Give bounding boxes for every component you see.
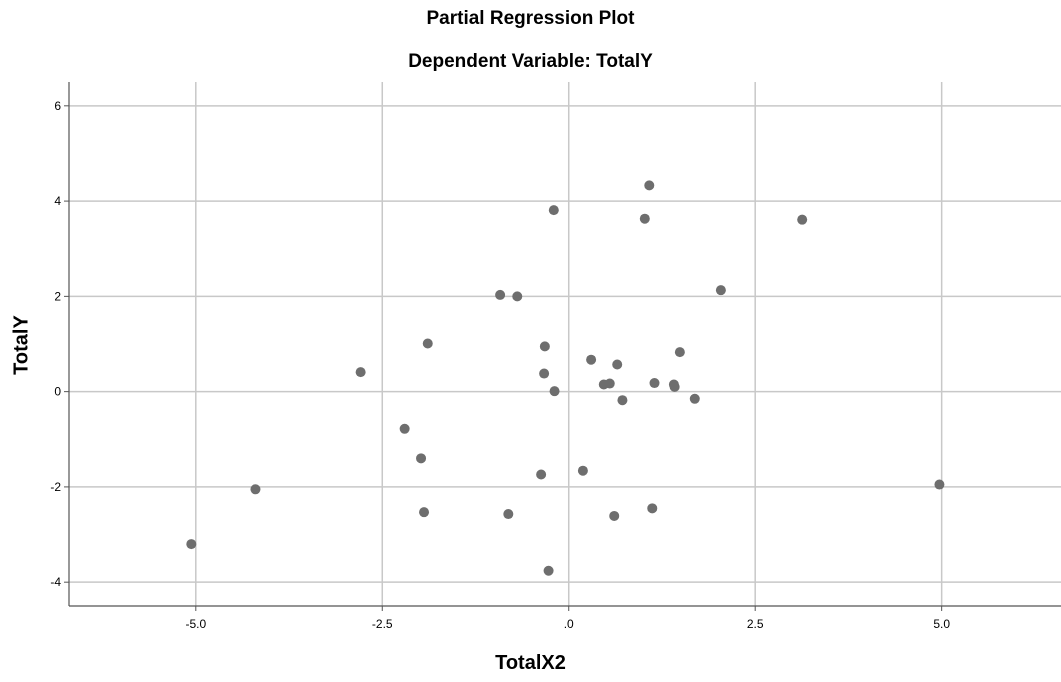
x-axis-label: TotalX2 xyxy=(495,652,566,674)
data-point xyxy=(586,354,597,365)
data-point xyxy=(512,291,523,302)
x-tick-label: -5.0 xyxy=(185,617,206,631)
data-point xyxy=(598,379,609,390)
data-point xyxy=(186,539,197,550)
data-point xyxy=(399,423,410,434)
data-point xyxy=(355,367,366,378)
data-point xyxy=(797,214,808,225)
data-points xyxy=(186,180,945,576)
data-point xyxy=(416,453,427,464)
data-point xyxy=(644,180,655,191)
data-point xyxy=(647,503,658,514)
y-tick-label: -2 xyxy=(50,480,61,494)
data-point xyxy=(649,378,660,389)
chart-subtitle: Dependent Variable: TotalY xyxy=(408,51,653,72)
data-point xyxy=(639,213,650,224)
data-point xyxy=(548,205,559,216)
tick-labels: -4 -2 0 2 4 6 -5.0 -2.5 .0 2.5 5.0 xyxy=(50,99,950,631)
x-tick-label: .0 xyxy=(564,617,574,631)
data-point xyxy=(539,368,550,379)
y-tick-label: 0 xyxy=(54,385,61,399)
data-point xyxy=(549,386,560,397)
data-point xyxy=(577,465,588,476)
data-point xyxy=(543,565,554,576)
chart-title: Partial Regression Plot xyxy=(426,8,635,29)
data-point xyxy=(495,289,506,300)
data-point xyxy=(422,338,433,349)
data-point xyxy=(934,479,945,490)
y-tick-label: -4 xyxy=(50,575,61,589)
data-point xyxy=(503,509,514,520)
x-tick-label: -2.5 xyxy=(372,617,393,631)
x-tick-label: 2.5 xyxy=(747,617,764,631)
x-tick-label: 5.0 xyxy=(933,617,950,631)
data-point xyxy=(419,507,430,518)
data-point xyxy=(539,341,550,352)
data-point xyxy=(612,359,623,370)
data-point xyxy=(689,393,700,404)
y-tick-label: 6 xyxy=(54,99,61,113)
data-point xyxy=(669,381,680,392)
gridlines xyxy=(69,82,1061,606)
data-point xyxy=(617,395,628,406)
y-tick-label: 4 xyxy=(54,194,61,208)
data-point xyxy=(674,347,685,358)
axes xyxy=(64,82,1061,611)
data-point xyxy=(536,469,547,480)
data-point xyxy=(609,510,620,521)
data-point xyxy=(250,484,261,495)
data-point xyxy=(715,285,726,296)
y-tick-label: 2 xyxy=(54,289,61,303)
